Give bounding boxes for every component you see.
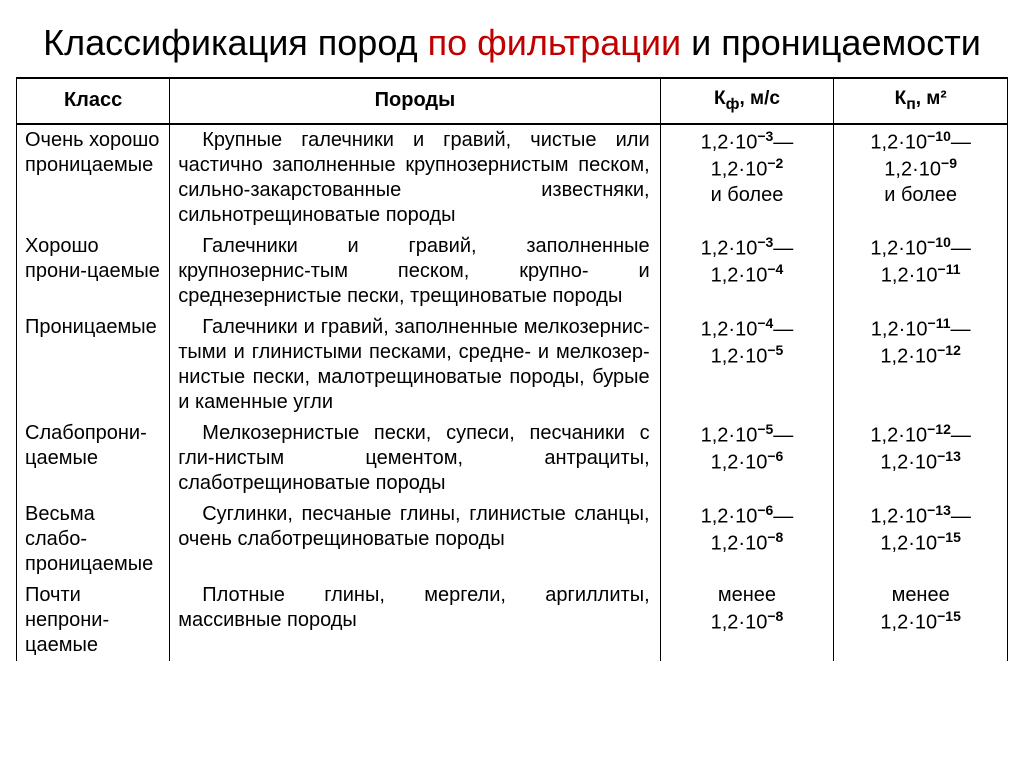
table-row: ПроницаемыеГалечники и гравий, заполненн…: [17, 312, 1008, 418]
cell-kf: 1,2·10−3—1,2·10−4: [660, 231, 834, 312]
cell-kf: менее1,2·10−8: [660, 580, 834, 661]
cell-rocks: Суглинки, песчаные глины, глинистые слан…: [170, 499, 660, 580]
cell-kp: 1,2·10−10—1,2·10−11: [834, 231, 1008, 312]
title-post: и проницаемости: [681, 22, 981, 63]
cell-kf: 1,2·10−4—1,2·10−5: [660, 312, 834, 418]
cell-kp: 1,2·10−13—1,2·10−15: [834, 499, 1008, 580]
table-row: Весьма слабо-проницаемыеСуглинки, песчан…: [17, 499, 1008, 580]
slide-title: Классификация пород по фильтрации и прон…: [16, 20, 1008, 65]
cell-kp: 1,2·10−11—1,2·10−12: [834, 312, 1008, 418]
title-accent: по фильтрации: [428, 22, 682, 63]
cell-rocks: Галечники и гравий, заполненные крупнозе…: [170, 231, 660, 312]
header-kp: Кп, м²: [834, 78, 1008, 124]
cell-rocks: Мелкозернистые пески, супеси, песчаники …: [170, 418, 660, 499]
header-rocks: Породы: [170, 78, 660, 124]
cell-kp: 1,2·10−12—1,2·10−13: [834, 418, 1008, 499]
cell-kf: 1,2·10−6—1,2·10−8: [660, 499, 834, 580]
cell-class: Проницаемые: [17, 312, 170, 418]
cell-kp: менее1,2·10−15: [834, 580, 1008, 661]
table-row: Хорошо прони-цаемыеГалечники и гравий, з…: [17, 231, 1008, 312]
cell-class: Почти непрони-цаемые: [17, 580, 170, 661]
cell-class: Слабопрони-цаемые: [17, 418, 170, 499]
table-row: Очень хорошо проницаемыеКрупные галечник…: [17, 124, 1008, 231]
cell-kf: 1,2·10−3—1,2·10−2и более: [660, 124, 834, 231]
cell-class: Весьма слабо-проницаемые: [17, 499, 170, 580]
cell-class: Хорошо прони-цаемые: [17, 231, 170, 312]
header-class: Класс: [17, 78, 170, 124]
classification-table: Класс Породы Кф, м/с Кп, м² Очень хорошо…: [16, 77, 1008, 661]
header-row: Класс Породы Кф, м/с Кп, м²: [17, 78, 1008, 124]
title-pre: Классификация пород: [43, 22, 427, 63]
table-head: Класс Породы Кф, м/с Кп, м²: [17, 78, 1008, 124]
cell-class: Очень хорошо проницаемые: [17, 124, 170, 231]
table-row: Слабопрони-цаемыеМелкозернистые пески, с…: [17, 418, 1008, 499]
cell-rocks: Крупные галечники и гравий, чистые или ч…: [170, 124, 660, 231]
cell-kp: 1,2·10−10—1,2·10−9и более: [834, 124, 1008, 231]
slide: Классификация пород по фильтрации и прон…: [0, 0, 1024, 767]
cell-rocks: Галечники и гравий, заполненные мелкозер…: [170, 312, 660, 418]
cell-rocks: Плотные глины, мергели, аргиллиты, масси…: [170, 580, 660, 661]
table-body: Очень хорошо проницаемыеКрупные галечник…: [17, 124, 1008, 661]
cell-kf: 1,2·10−5—1,2·10−6: [660, 418, 834, 499]
table-row: Почти непрони-цаемыеПлотные глины, мерге…: [17, 580, 1008, 661]
header-kf: Кф, м/с: [660, 78, 834, 124]
